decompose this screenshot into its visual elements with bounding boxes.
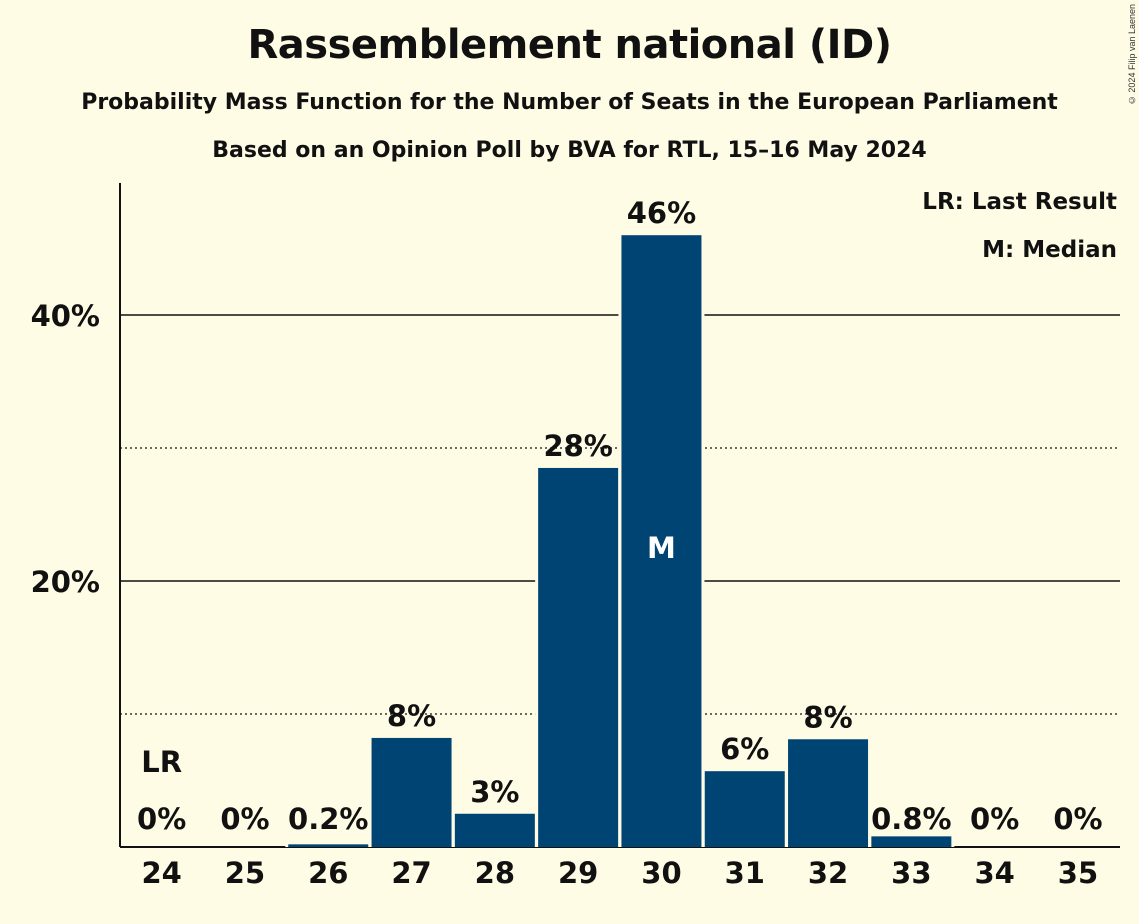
x-tick-label: 27 bbox=[391, 856, 431, 890]
chart-title: Rassemblement national (ID) bbox=[247, 22, 892, 68]
x-tick-label: 25 bbox=[225, 856, 265, 890]
x-tick-label: 33 bbox=[891, 856, 931, 890]
data-label: 3% bbox=[470, 775, 519, 809]
bar-29 bbox=[538, 467, 619, 847]
y-tick-label: 40% bbox=[31, 299, 100, 333]
x-tick-label: 28 bbox=[475, 856, 515, 890]
y-tick-label: 20% bbox=[31, 565, 100, 599]
x-tick-label: 29 bbox=[558, 856, 598, 890]
bar-32 bbox=[788, 739, 869, 847]
data-label: 46% bbox=[627, 196, 696, 230]
x-tick-label: 34 bbox=[974, 856, 1014, 890]
bar-31 bbox=[704, 771, 785, 847]
x-tick-label: 35 bbox=[1058, 856, 1098, 890]
data-label: 0% bbox=[137, 802, 186, 836]
data-label: 28% bbox=[543, 429, 612, 463]
data-label: 0% bbox=[970, 802, 1019, 836]
x-tick-label: 31 bbox=[725, 856, 765, 890]
data-label: 0% bbox=[1053, 802, 1102, 836]
bar-30 bbox=[621, 235, 702, 847]
data-label: 0.8% bbox=[871, 802, 951, 836]
data-label: 6% bbox=[720, 732, 769, 766]
bar-27 bbox=[371, 737, 452, 847]
legend-entry: M: Median bbox=[982, 237, 1117, 263]
bar-28 bbox=[454, 813, 535, 847]
data-label: 0.2% bbox=[288, 802, 368, 836]
chart-subtitle: Probability Mass Function for the Number… bbox=[81, 90, 1058, 115]
legend-entry: LR: Last Result bbox=[922, 189, 1117, 215]
data-label: 8% bbox=[387, 699, 436, 733]
x-tick-label: 32 bbox=[808, 856, 848, 890]
bar-26 bbox=[288, 844, 369, 847]
x-tick-label: 26 bbox=[308, 856, 348, 890]
x-tick-label: 30 bbox=[641, 856, 681, 890]
x-tick-label: 24 bbox=[141, 856, 181, 890]
bar-33 bbox=[871, 836, 952, 847]
median-marker: M bbox=[647, 531, 676, 565]
data-label: 0% bbox=[220, 802, 269, 836]
last-result-marker: LR bbox=[141, 745, 182, 779]
chart-subtitle-source: Based on an Opinion Poll by BVA for RTL,… bbox=[212, 138, 927, 163]
data-label: 8% bbox=[803, 700, 852, 734]
